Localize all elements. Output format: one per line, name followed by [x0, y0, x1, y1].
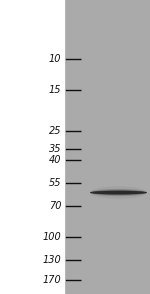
Text: 100: 100	[43, 232, 61, 242]
Text: 15: 15	[49, 85, 62, 95]
Text: 70: 70	[49, 201, 62, 211]
Text: 35: 35	[49, 144, 62, 154]
Bar	[65, 0, 150, 294]
Text: 10: 10	[49, 54, 62, 64]
Text: 170: 170	[43, 275, 61, 285]
Ellipse shape	[90, 186, 147, 199]
Text: 55: 55	[49, 178, 62, 188]
Text: 40: 40	[49, 155, 62, 165]
Ellipse shape	[90, 189, 147, 196]
Ellipse shape	[90, 190, 147, 195]
Ellipse shape	[90, 191, 147, 194]
Text: 130: 130	[43, 255, 61, 265]
Text: 25: 25	[49, 126, 62, 136]
